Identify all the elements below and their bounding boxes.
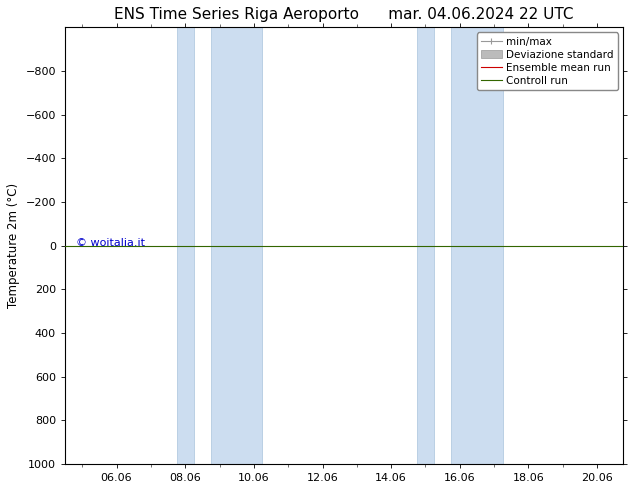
Bar [417,27,434,464]
Y-axis label: Temperature 2m (°C): Temperature 2m (°C) [7,183,20,308]
Title: ENS Time Series Riga Aeroporto      mar. 04.06.2024 22 UTC: ENS Time Series Riga Aeroporto mar. 04.0… [114,7,574,22]
Bar [451,27,503,464]
Bar [211,27,262,464]
Bar [177,27,194,464]
Text: © woitalia.it: © woitalia.it [76,239,145,248]
Legend: min/max, Deviazione standard, Ensemble mean run, Controll run: min/max, Deviazione standard, Ensemble m… [477,32,618,90]
